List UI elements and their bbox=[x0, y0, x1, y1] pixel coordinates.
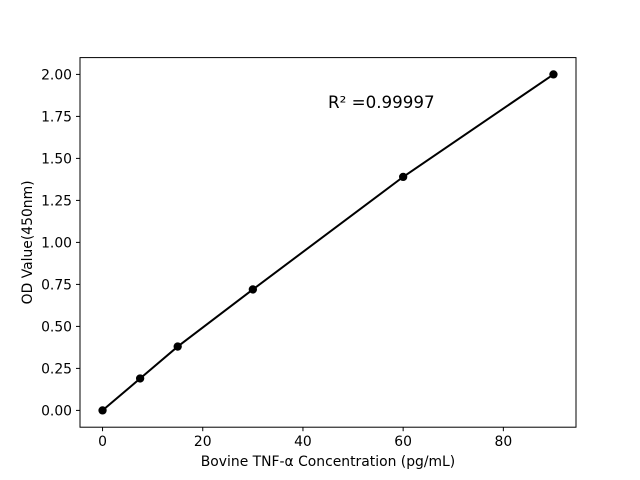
data-point-marker bbox=[549, 70, 558, 79]
y-axis-label: OD Value(450nm) bbox=[20, 180, 36, 304]
y-tick-label: 2.00 bbox=[41, 67, 72, 83]
y-tick-label: 1.25 bbox=[41, 193, 72, 209]
x-tick-label: 20 bbox=[194, 434, 212, 450]
x-axis-label: Bovine TNF-α Concentration (pg/mL) bbox=[201, 454, 455, 470]
y-tick-label: 0.50 bbox=[41, 319, 72, 335]
data-point-marker bbox=[399, 172, 408, 182]
data-point-marker bbox=[135, 374, 145, 383]
y-tick-label: 1.00 bbox=[41, 235, 72, 251]
data-point-marker bbox=[248, 285, 257, 294]
plot-frame bbox=[79, 57, 577, 428]
data-point-marker bbox=[98, 406, 107, 415]
y-tick-label: 0.75 bbox=[41, 277, 72, 293]
y-tick-label: 1.50 bbox=[41, 151, 72, 167]
x-tick-label: 40 bbox=[294, 434, 312, 450]
data-point-marker bbox=[173, 342, 182, 351]
x-tick-label: 60 bbox=[394, 434, 412, 450]
y-tick-label: 0.00 bbox=[41, 403, 72, 419]
x-tick-label: 0 bbox=[98, 434, 107, 450]
x-tick-label: 80 bbox=[495, 434, 513, 450]
fit-line bbox=[101, 73, 555, 412]
r-squared-annotation: R² =0.99997 bbox=[328, 92, 435, 112]
y-tick-label: 1.75 bbox=[41, 109, 72, 125]
y-tick-label: 0.25 bbox=[41, 361, 72, 377]
